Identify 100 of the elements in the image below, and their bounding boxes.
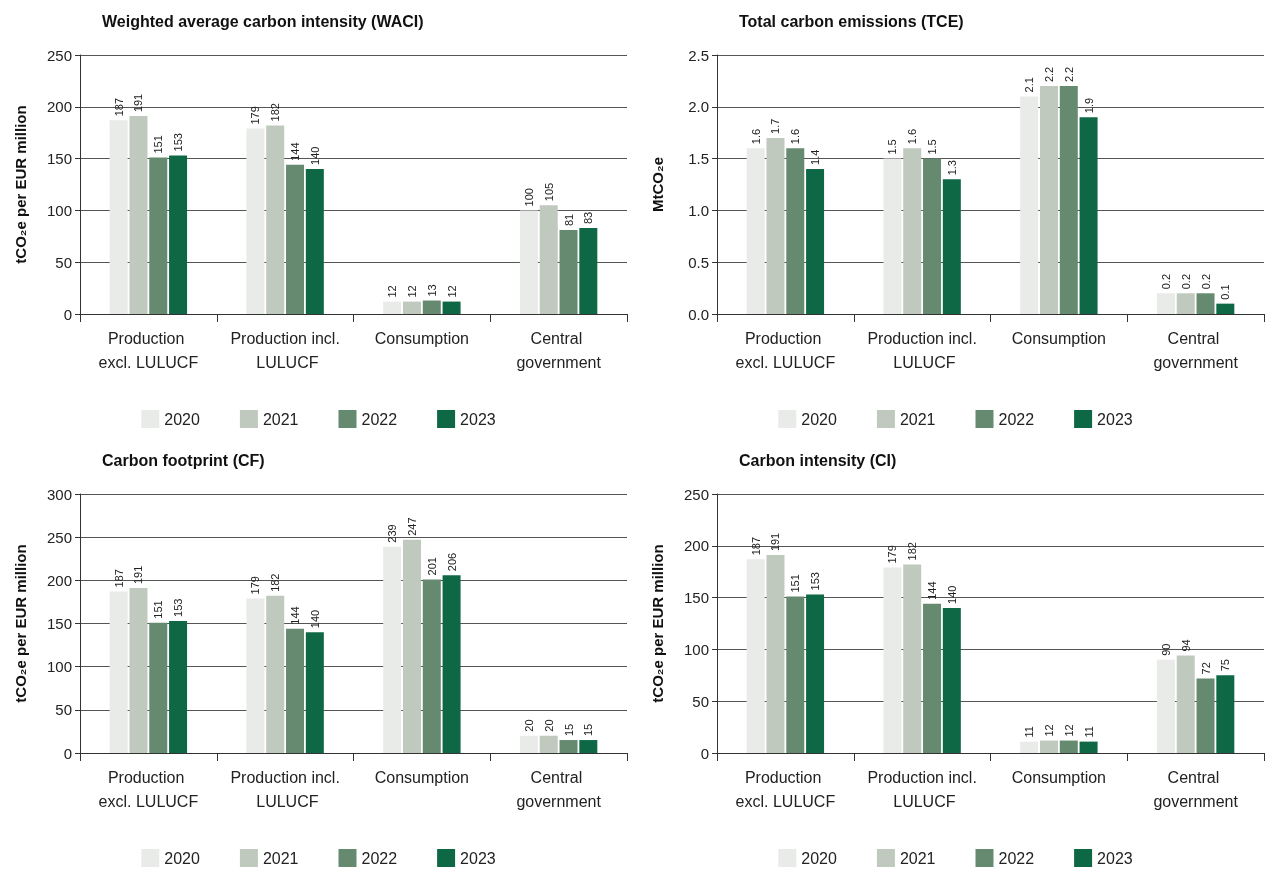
data-label: 187 (749, 536, 762, 556)
y-tick-label: 250 (683, 485, 709, 503)
legend-label: 2020 (164, 410, 201, 428)
bar (246, 598, 265, 753)
y-tick-label: 50 (55, 253, 72, 271)
y-tick-label: 2.5 (688, 46, 709, 64)
bar (109, 120, 128, 314)
legend-label: 2022 (361, 410, 398, 428)
data-label: 1.9 (1082, 97, 1095, 114)
x-tick-label: Central government (516, 329, 602, 371)
data-label: 1.5 (926, 139, 939, 155)
bar (1216, 303, 1235, 314)
legend-label: 2022 (998, 410, 1035, 428)
bar (422, 300, 441, 314)
data-label: 151 (152, 600, 165, 619)
data-label: 13 (425, 284, 438, 297)
data-label: 2.2 (1062, 66, 1075, 83)
bar (129, 588, 148, 753)
bar (286, 164, 305, 314)
bar (883, 567, 902, 753)
y-tick-label: 200 (46, 98, 72, 116)
bar (806, 168, 825, 314)
data-label: 151 (152, 135, 165, 154)
bar (806, 594, 825, 753)
bar (1020, 96, 1039, 314)
bar (1059, 86, 1078, 314)
bar (266, 125, 285, 314)
y-tick-label: 100 (683, 640, 709, 658)
data-label: 20 (522, 719, 535, 732)
y-tick-label: 300 (46, 485, 72, 503)
y-tick-label: 250 (46, 46, 72, 64)
bar (1196, 293, 1215, 314)
bar (539, 735, 558, 753)
y-tick-label: 250 (46, 528, 72, 546)
y-tick-label: 150 (46, 615, 72, 632)
chart-title: Weighted average carbon intensity (WACI) (102, 12, 424, 30)
data-label: 187 (112, 97, 125, 117)
bar (402, 301, 421, 314)
data-label: 0.2 (1199, 273, 1212, 290)
y-tick-label: 0 (63, 305, 72, 323)
x-tick-label: Consumption (1011, 329, 1107, 347)
bar (1176, 293, 1195, 314)
data-label: 140 (308, 609, 321, 629)
data-label: 1.6 (749, 128, 762, 145)
bar (579, 740, 598, 753)
data-label: 90 (1159, 643, 1172, 656)
legend-label: 2023 (460, 849, 496, 867)
x-tick-label: Consumption (374, 329, 470, 347)
bar (1216, 675, 1235, 753)
data-label: 83 (582, 211, 595, 225)
data-label: 12 (1062, 724, 1075, 737)
legend-label: 2022 (361, 849, 398, 867)
bar (766, 555, 785, 753)
y-tick-label: 50 (692, 692, 709, 710)
data-label: 191 (132, 565, 145, 585)
bar (383, 301, 402, 314)
bar (305, 632, 324, 753)
x-tick-label: Consumption (374, 768, 470, 786)
data-label: 144 (926, 581, 939, 600)
data-label: 182 (906, 542, 919, 561)
bar (1039, 740, 1058, 753)
data-label: 182 (269, 573, 282, 592)
x-tick-label: Production incl. LULUCF (867, 768, 977, 810)
data-label: 140 (308, 146, 321, 165)
data-label: 1.3 (945, 160, 958, 176)
chart-title: Carbon intensity (CI) (739, 451, 897, 469)
bar (402, 539, 421, 753)
data-label: 15 (582, 723, 595, 737)
bar (1176, 655, 1195, 753)
y-tick-label: 2.0 (688, 98, 709, 116)
bar (766, 137, 785, 314)
data-label: 11 (1023, 726, 1036, 738)
legend-label: 2021 (262, 849, 299, 867)
data-label: 100 (522, 188, 535, 207)
bar (1079, 741, 1098, 753)
bar (923, 603, 942, 753)
data-label: 2.2 (1042, 66, 1055, 83)
y-tick-label: 200 (683, 537, 709, 555)
bar (422, 579, 441, 753)
data-label: 153 (172, 598, 185, 617)
x-tick-label: Production incl. LULUCF (230, 329, 340, 371)
data-label: 182 (269, 103, 282, 122)
bar (883, 158, 902, 314)
data-label: 151 (789, 574, 802, 593)
data-label: 94 (1179, 639, 1192, 652)
legend-label: 2022 (998, 849, 1035, 867)
bar (746, 148, 765, 314)
x-tick-label: Central government (516, 768, 602, 810)
data-label: 12 (1042, 724, 1055, 737)
data-label: 0.1 (1219, 284, 1232, 300)
bar (903, 564, 922, 753)
bar (519, 735, 538, 753)
x-tick-label: Central government (1153, 329, 1239, 371)
legend-label: 2020 (164, 849, 201, 867)
data-label: 153 (172, 133, 185, 152)
data-label: 1.6 (906, 128, 919, 145)
data-label: 81 (562, 213, 575, 227)
y-tick-label: 1.5 (688, 150, 709, 168)
x-tick-label: Production excl. LULUCF (735, 768, 836, 810)
bar (786, 148, 805, 314)
